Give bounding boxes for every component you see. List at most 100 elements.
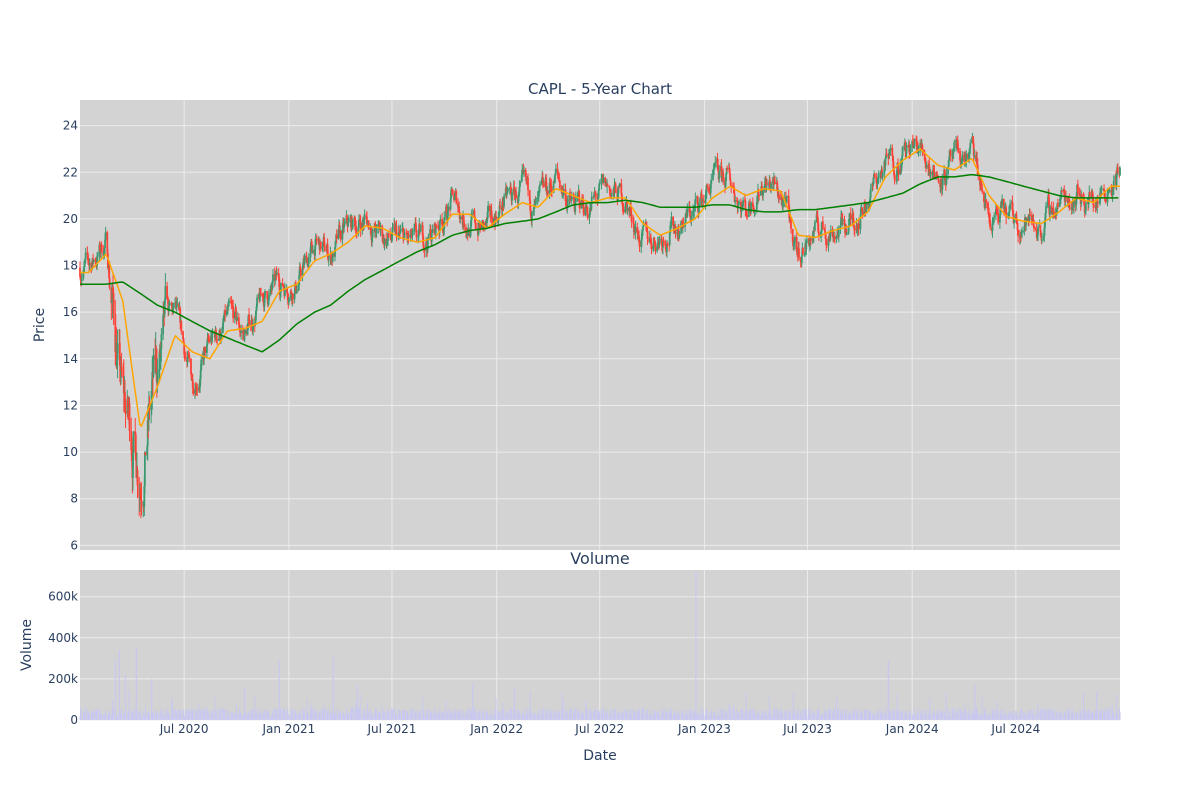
candle [88,258,91,271]
candle [965,150,968,168]
date-tick-label: Jan 2021 [261,722,315,736]
candle [702,194,705,206]
candle [162,313,165,341]
candle [507,188,509,193]
candle [841,212,844,226]
candle [124,400,127,428]
candle [825,238,828,249]
candle [785,196,788,205]
candle [885,148,887,160]
candle [622,203,625,214]
candle [411,228,414,242]
chart-title: CAPL - 5-Year Chart [528,80,672,98]
candle [1100,186,1103,191]
candle [614,181,617,194]
candle [549,177,552,191]
candle [386,240,389,246]
candle [200,354,203,372]
candle [519,180,521,188]
date-axis-title: Date [583,748,616,764]
candle [569,192,572,200]
candle [307,253,310,270]
candle [1064,192,1067,207]
candle [501,197,504,216]
candle [445,203,448,214]
candle [152,348,155,379]
candle [521,164,524,182]
price-tick-label: 6 [70,538,78,552]
candle [690,210,693,227]
candle [505,184,508,200]
candle [84,257,87,267]
candle [535,197,537,207]
candle [128,397,131,442]
candle [678,231,681,240]
candle [541,172,544,188]
candle [717,158,720,174]
candle [798,241,800,261]
candle [347,215,350,223]
candle [646,225,649,245]
candle [912,138,915,149]
ma-long-line [80,173,1119,353]
candle [1016,219,1018,224]
candle [1061,190,1063,194]
candle [222,315,225,330]
candle [1037,222,1039,241]
candle [490,203,493,220]
candle [453,190,455,203]
candle [821,216,824,231]
candle [558,173,561,181]
candle [232,299,235,323]
candle [835,235,838,244]
candle [881,166,883,180]
candle [215,333,218,343]
candle [84,247,87,264]
date-tick-label: Jul 2020 [159,722,209,736]
candle [841,218,844,227]
candle [618,182,621,188]
candle [558,180,561,191]
candle [598,182,601,197]
candle [498,201,501,217]
candle [515,187,517,200]
candle [367,220,370,230]
candle [957,143,960,154]
candle [620,178,623,198]
candle [686,203,689,218]
candle [574,191,577,206]
candle [511,189,513,205]
candle [539,181,541,193]
candle [224,304,227,322]
candle [92,258,95,264]
candle [972,139,975,162]
candle [410,228,413,239]
candle [1008,207,1011,217]
candle [1072,199,1075,214]
candle [606,183,609,187]
candle [184,351,187,361]
candle [827,235,830,252]
candle [1009,199,1012,210]
volume-axis-title: Volume [19,619,35,671]
candle [849,207,852,227]
candle [853,222,856,235]
candle [391,222,394,239]
candle [665,239,668,258]
price-tick-label: 8 [70,492,78,506]
candle [188,352,191,363]
candle [311,245,314,255]
candle [947,159,950,168]
candle [720,159,723,182]
candle [389,235,392,241]
candle [638,237,641,252]
candle [319,241,322,252]
candle [632,217,635,239]
candle [79,271,82,285]
candle [885,148,888,156]
candle [725,172,727,186]
candle [327,250,330,263]
candle [802,247,804,256]
candle [447,202,450,217]
